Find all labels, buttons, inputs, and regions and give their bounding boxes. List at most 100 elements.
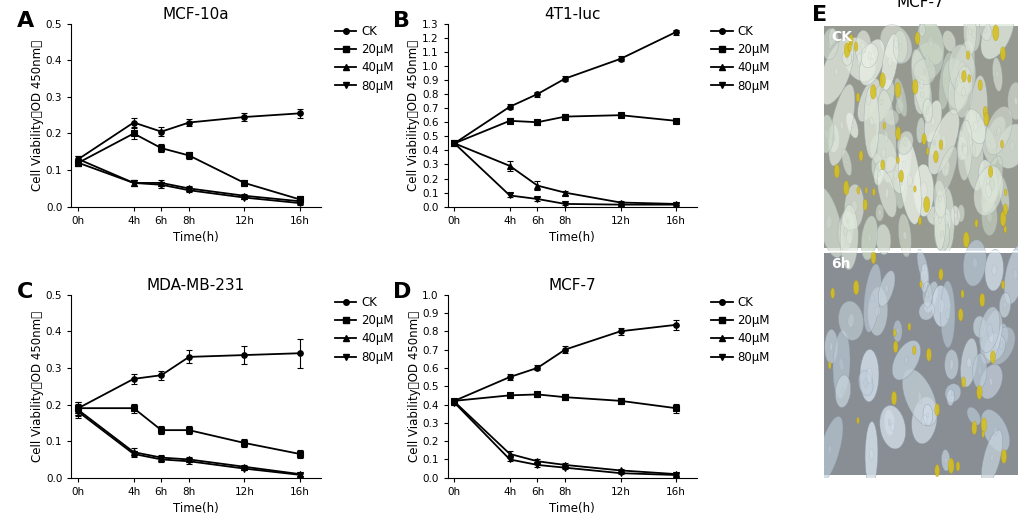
Ellipse shape xyxy=(945,384,960,402)
Ellipse shape xyxy=(832,135,835,141)
Ellipse shape xyxy=(816,416,842,483)
Ellipse shape xyxy=(967,75,970,82)
Ellipse shape xyxy=(931,213,934,218)
Ellipse shape xyxy=(894,40,898,48)
Ellipse shape xyxy=(864,422,877,487)
Ellipse shape xyxy=(904,356,907,364)
Ellipse shape xyxy=(984,249,1003,291)
Ellipse shape xyxy=(961,70,965,82)
Ellipse shape xyxy=(864,187,866,193)
Ellipse shape xyxy=(882,122,884,129)
Ellipse shape xyxy=(944,220,947,226)
Ellipse shape xyxy=(868,448,872,459)
Ellipse shape xyxy=(899,94,902,101)
Ellipse shape xyxy=(957,120,971,181)
Ellipse shape xyxy=(988,178,994,191)
Ellipse shape xyxy=(934,146,956,196)
Ellipse shape xyxy=(977,80,981,90)
Title: MCF-10a: MCF-10a xyxy=(162,7,229,23)
Ellipse shape xyxy=(1002,191,1004,196)
Ellipse shape xyxy=(994,130,996,136)
Ellipse shape xyxy=(1002,331,1004,337)
Ellipse shape xyxy=(890,116,892,119)
Ellipse shape xyxy=(873,161,883,185)
Ellipse shape xyxy=(980,6,1013,59)
Ellipse shape xyxy=(907,323,910,331)
Ellipse shape xyxy=(907,174,911,187)
Ellipse shape xyxy=(999,293,1010,318)
Ellipse shape xyxy=(847,313,853,328)
Ellipse shape xyxy=(814,187,843,258)
Ellipse shape xyxy=(877,271,894,307)
Ellipse shape xyxy=(930,117,934,125)
Ellipse shape xyxy=(856,186,859,194)
Ellipse shape xyxy=(978,307,999,353)
Ellipse shape xyxy=(960,338,976,387)
Ellipse shape xyxy=(993,426,997,435)
Ellipse shape xyxy=(918,281,921,288)
Ellipse shape xyxy=(924,56,928,67)
Ellipse shape xyxy=(850,123,853,128)
Title: 4T1-luc: 4T1-luc xyxy=(543,7,600,23)
X-axis label: Time(h): Time(h) xyxy=(173,502,219,516)
Legend: CK, 20μM, 40μM, 80μM: CK, 20μM, 40μM, 80μM xyxy=(330,20,398,97)
Ellipse shape xyxy=(966,407,979,425)
Ellipse shape xyxy=(948,39,949,43)
Ellipse shape xyxy=(950,206,959,226)
Ellipse shape xyxy=(1009,141,1014,151)
Ellipse shape xyxy=(846,230,851,244)
Ellipse shape xyxy=(926,131,941,155)
Ellipse shape xyxy=(863,86,878,159)
Ellipse shape xyxy=(958,72,963,83)
Ellipse shape xyxy=(948,45,975,96)
Ellipse shape xyxy=(844,184,863,229)
Y-axis label: Cell Viability（OD 450nm）: Cell Viability（OD 450nm） xyxy=(408,311,420,462)
Ellipse shape xyxy=(971,30,974,38)
Ellipse shape xyxy=(926,413,928,417)
Ellipse shape xyxy=(971,421,976,435)
Ellipse shape xyxy=(838,301,863,340)
Ellipse shape xyxy=(972,121,977,131)
Ellipse shape xyxy=(824,329,837,364)
Ellipse shape xyxy=(883,110,898,125)
Ellipse shape xyxy=(944,166,948,176)
Ellipse shape xyxy=(847,43,851,52)
Ellipse shape xyxy=(958,61,965,79)
Ellipse shape xyxy=(880,160,883,170)
Ellipse shape xyxy=(980,430,1002,486)
Ellipse shape xyxy=(899,43,901,50)
Ellipse shape xyxy=(982,107,986,118)
Bar xyxy=(822,26,1017,248)
Ellipse shape xyxy=(988,378,991,385)
Ellipse shape xyxy=(827,39,832,49)
Ellipse shape xyxy=(834,68,838,76)
Ellipse shape xyxy=(995,71,998,78)
Ellipse shape xyxy=(869,133,896,172)
Ellipse shape xyxy=(895,99,902,114)
Ellipse shape xyxy=(867,52,870,59)
Ellipse shape xyxy=(840,205,857,270)
Ellipse shape xyxy=(980,156,1002,213)
Ellipse shape xyxy=(923,196,929,213)
Ellipse shape xyxy=(893,320,901,342)
Ellipse shape xyxy=(975,112,979,121)
Ellipse shape xyxy=(823,129,827,139)
Ellipse shape xyxy=(863,264,880,332)
Ellipse shape xyxy=(911,49,931,118)
Ellipse shape xyxy=(961,87,965,97)
Ellipse shape xyxy=(931,286,950,327)
Ellipse shape xyxy=(978,20,990,40)
Ellipse shape xyxy=(1007,82,1019,120)
Ellipse shape xyxy=(953,78,957,89)
Ellipse shape xyxy=(941,158,949,176)
Ellipse shape xyxy=(919,182,926,199)
Ellipse shape xyxy=(853,42,857,51)
Ellipse shape xyxy=(912,346,915,355)
Ellipse shape xyxy=(996,127,1000,135)
Ellipse shape xyxy=(920,28,922,32)
Ellipse shape xyxy=(863,379,867,387)
Ellipse shape xyxy=(894,78,906,117)
Ellipse shape xyxy=(840,121,843,129)
Ellipse shape xyxy=(916,118,923,143)
Ellipse shape xyxy=(990,265,996,275)
